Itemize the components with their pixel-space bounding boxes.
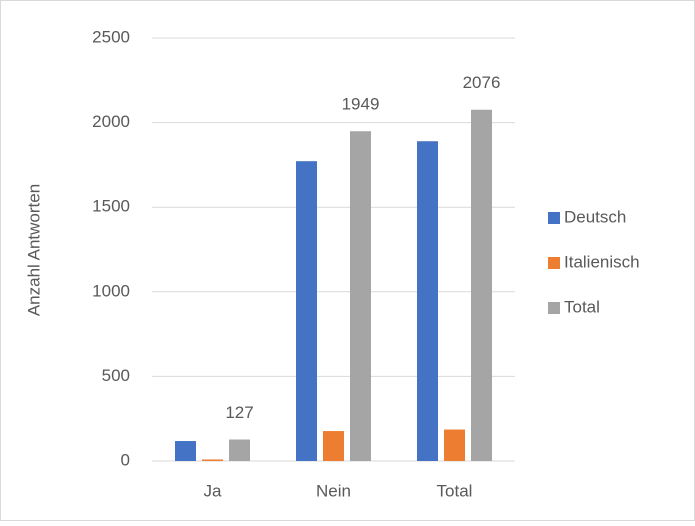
bar (323, 431, 344, 461)
x-tick-label: Ja (204, 481, 223, 500)
legend-swatch (548, 302, 560, 314)
bar (350, 131, 371, 462)
y-tick-label: 2000 (92, 112, 130, 131)
y-tick-label: 1000 (92, 281, 130, 300)
legend-label: Italienisch (564, 252, 640, 271)
y-tick-label: 500 (102, 366, 130, 385)
bar (296, 161, 317, 461)
x-tick-label: Total (437, 481, 473, 500)
legend-label: Total (564, 297, 600, 316)
bar (417, 141, 438, 461)
data-label: 127 (225, 403, 253, 422)
y-tick-label: 2500 (92, 27, 130, 46)
bar (471, 109, 492, 462)
y-tick-label: 0 (121, 450, 130, 469)
bar (202, 459, 223, 461)
data-label: 2076 (463, 73, 501, 92)
x-tick-label: Nein (316, 481, 351, 500)
y-tick-label: 1500 (92, 197, 130, 216)
legend-swatch (548, 212, 560, 224)
legend-label: Deutsch (564, 207, 626, 226)
bar (229, 439, 250, 461)
data-label: 1949 (342, 95, 380, 114)
bar (444, 429, 465, 461)
y-axis-label: Anzahl Antworten (24, 184, 43, 316)
legend-swatch (548, 257, 560, 269)
bar (175, 441, 196, 461)
